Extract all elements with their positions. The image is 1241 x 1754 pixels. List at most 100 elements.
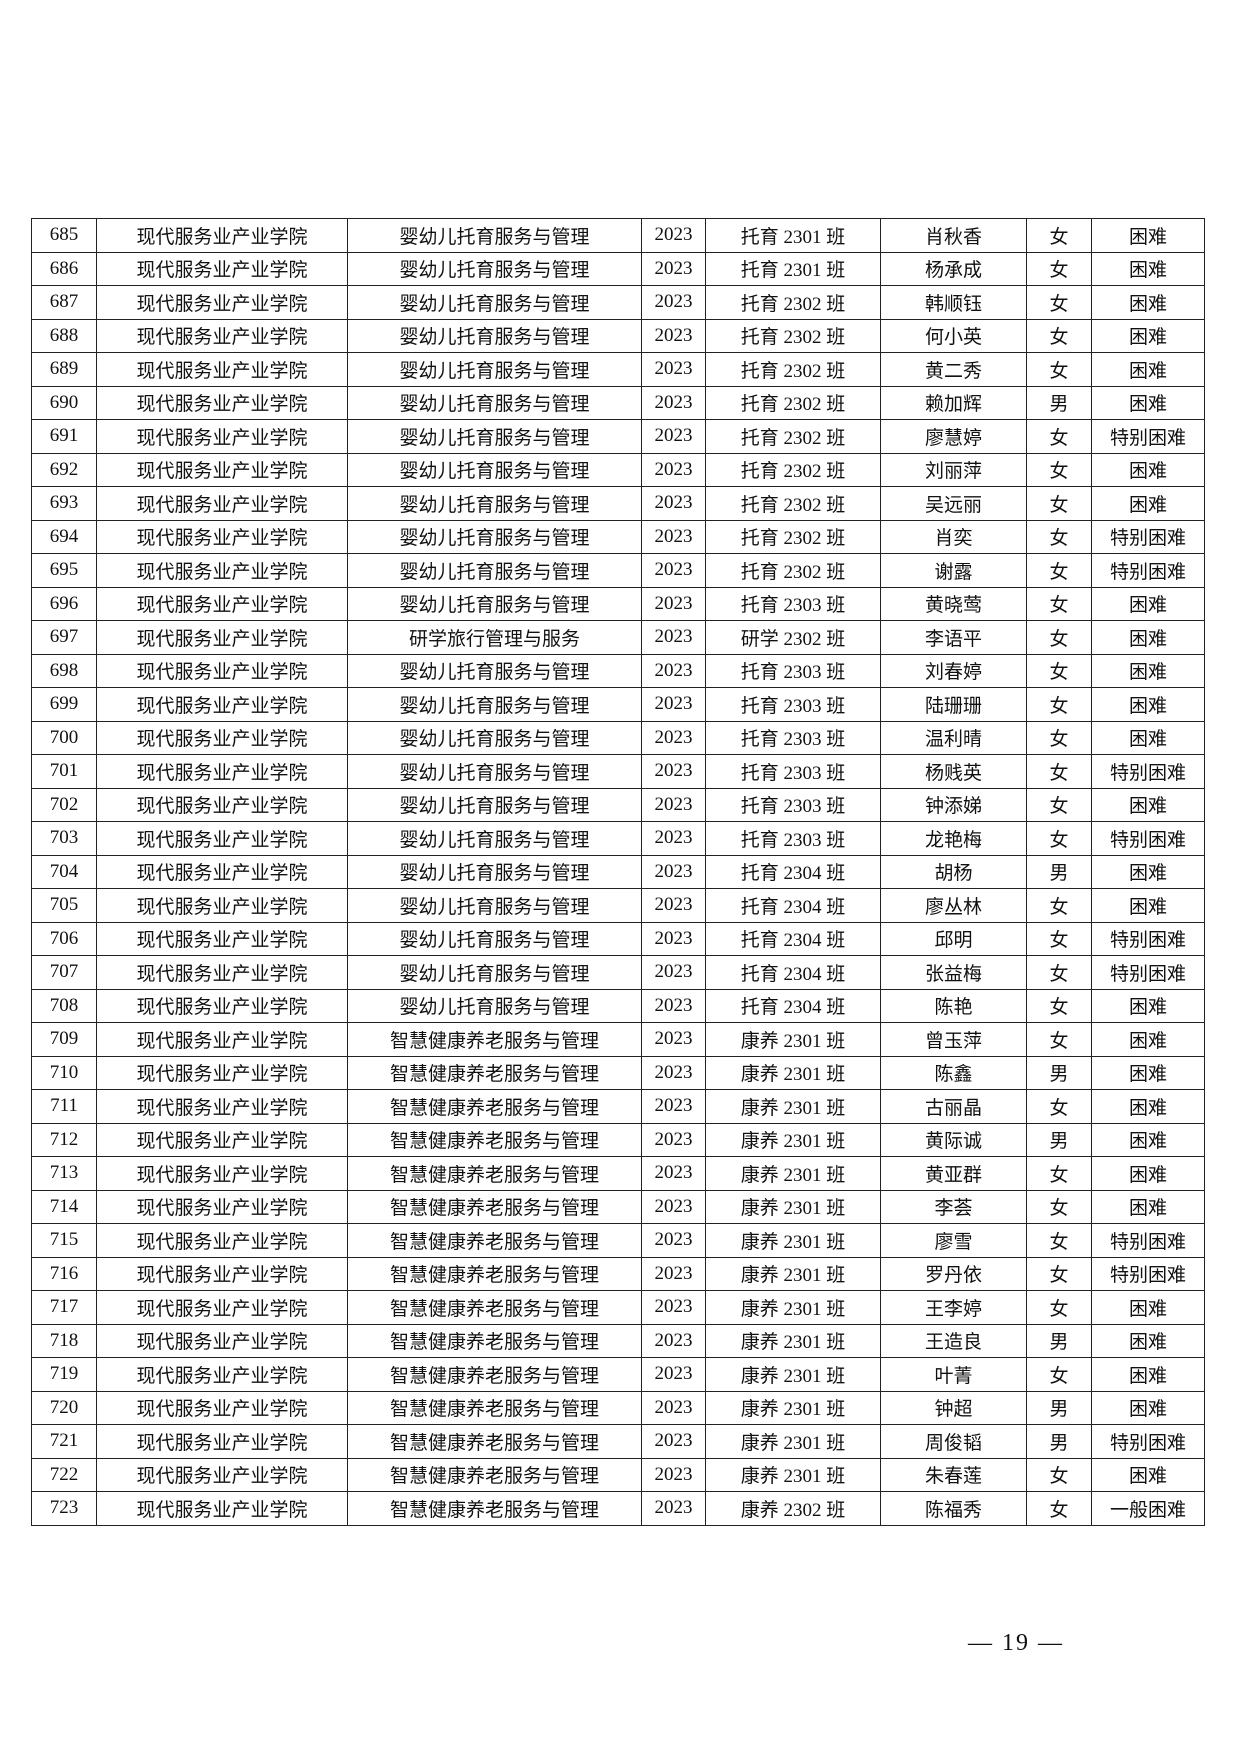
major-cell: 智慧健康养老服务与管理 bbox=[347, 1022, 642, 1057]
grade-cell: 2023 bbox=[641, 452, 706, 487]
grade-cell: 2023 bbox=[641, 1457, 706, 1492]
class-cell: 托育 2302 班 bbox=[705, 285, 881, 320]
college-cell: 现代服务业产业学院 bbox=[96, 754, 348, 789]
table-row: 715 现代服务业产业学院 智慧健康养老服务与管理 2023 康养 2301 班廖雪女特… bbox=[31, 1223, 1205, 1258]
gender-cell: 女 bbox=[1026, 1357, 1092, 1392]
difficulty-level-cell: 困难 bbox=[1091, 285, 1205, 320]
row-number-cell: 685 bbox=[31, 218, 97, 253]
difficulty-level-cell: 特别困难 bbox=[1091, 821, 1205, 856]
gender-cell: 女 bbox=[1026, 586, 1092, 621]
row-number-cell: 714 bbox=[31, 1189, 97, 1224]
gender-cell: 女 bbox=[1026, 1189, 1092, 1224]
difficulty-level-cell: 困难 bbox=[1091, 720, 1205, 755]
major-cell: 智慧健康养老服务与管理 bbox=[347, 1491, 642, 1526]
grade-cell: 2023 bbox=[641, 921, 706, 956]
difficulty-level-cell: 困难 bbox=[1091, 586, 1205, 621]
row-number-cell: 710 bbox=[31, 1055, 97, 1090]
student-name-cell: 王造良 bbox=[880, 1323, 1027, 1358]
student-table: 685 现代服务业产业学院 婴幼儿托育服务与管理 2023 托育 2301 班肖秋香女困… bbox=[31, 218, 1205, 1526]
grade-cell: 2023 bbox=[641, 486, 706, 521]
difficulty-level-cell: 困难 bbox=[1091, 620, 1205, 655]
class-cell: 康养 2301 班 bbox=[705, 1089, 881, 1124]
college-cell: 现代服务业产业学院 bbox=[96, 1223, 348, 1258]
table-row: 722 现代服务业产业学院 智慧健康养老服务与管理 2023 康养 2301 班朱春莲女… bbox=[31, 1457, 1205, 1492]
student-name-cell: 温利晴 bbox=[880, 720, 1027, 755]
major-cell: 智慧健康养老服务与管理 bbox=[347, 1424, 642, 1459]
student-name-cell: 叶菁 bbox=[880, 1357, 1027, 1392]
gender-cell: 女 bbox=[1026, 653, 1092, 688]
gender-cell: 男 bbox=[1026, 1323, 1092, 1358]
class-cell: 康养 2301 班 bbox=[705, 1290, 881, 1325]
row-number-cell: 691 bbox=[31, 419, 97, 454]
college-cell: 现代服务业产业学院 bbox=[96, 1457, 348, 1492]
row-number-cell: 702 bbox=[31, 787, 97, 822]
college-cell: 现代服务业产业学院 bbox=[96, 787, 348, 822]
table-row: 697 现代服务业产业学院 研学旅行管理与服务 2023 研学 2302 班李语平女困难 bbox=[31, 620, 1205, 655]
major-cell: 婴幼儿托育服务与管理 bbox=[347, 955, 642, 990]
gender-cell: 男 bbox=[1026, 1122, 1092, 1157]
difficulty-level-cell: 特别困难 bbox=[1091, 419, 1205, 454]
class-cell: 托育 2302 班 bbox=[705, 385, 881, 420]
table-row: 721 现代服务业产业学院 智慧健康养老服务与管理 2023 康养 2301 班周俊韬男… bbox=[31, 1424, 1205, 1459]
difficulty-level-cell: 困难 bbox=[1091, 1323, 1205, 1358]
difficulty-level-cell: 特别困难 bbox=[1091, 955, 1205, 990]
grade-cell: 2023 bbox=[641, 1189, 706, 1224]
row-number-cell: 705 bbox=[31, 888, 97, 923]
class-cell: 康养 2301 班 bbox=[705, 1122, 881, 1157]
gender-cell: 女 bbox=[1026, 1223, 1092, 1258]
major-cell: 婴幼儿托育服务与管理 bbox=[347, 821, 642, 856]
college-cell: 现代服务业产业学院 bbox=[96, 352, 348, 387]
class-cell: 康养 2301 班 bbox=[705, 1390, 881, 1425]
class-cell: 康养 2301 班 bbox=[705, 1223, 881, 1258]
gender-cell: 女 bbox=[1026, 955, 1092, 990]
row-number-cell: 720 bbox=[31, 1390, 97, 1425]
college-cell: 现代服务业产业学院 bbox=[96, 519, 348, 554]
table-row: 699 现代服务业产业学院 婴幼儿托育服务与管理 2023 托育 2303 班陆珊珊女困… bbox=[31, 687, 1205, 722]
student-name-cell: 廖丛林 bbox=[880, 888, 1027, 923]
major-cell: 婴幼儿托育服务与管理 bbox=[347, 921, 642, 956]
college-cell: 现代服务业产业学院 bbox=[96, 620, 348, 655]
gender-cell: 女 bbox=[1026, 352, 1092, 387]
grade-cell: 2023 bbox=[641, 318, 706, 353]
table-row: 704 现代服务业产业学院 婴幼儿托育服务与管理 2023 托育 2304 班胡杨男困难 bbox=[31, 854, 1205, 889]
grade-cell: 2023 bbox=[641, 419, 706, 454]
major-cell: 智慧健康养老服务与管理 bbox=[347, 1223, 642, 1258]
row-number-cell: 718 bbox=[31, 1323, 97, 1358]
college-cell: 现代服务业产业学院 bbox=[96, 1290, 348, 1325]
difficulty-level-cell: 困难 bbox=[1091, 653, 1205, 688]
major-cell: 婴幼儿托育服务与管理 bbox=[347, 385, 642, 420]
student-name-cell: 廖雪 bbox=[880, 1223, 1027, 1258]
class-cell: 托育 2304 班 bbox=[705, 988, 881, 1023]
grade-cell: 2023 bbox=[641, 821, 706, 856]
gender-cell: 男 bbox=[1026, 1390, 1092, 1425]
major-cell: 智慧健康养老服务与管理 bbox=[347, 1390, 642, 1425]
student-name-cell: 黄晓莺 bbox=[880, 586, 1027, 621]
college-cell: 现代服务业产业学院 bbox=[96, 1156, 348, 1191]
row-number-cell: 707 bbox=[31, 955, 97, 990]
difficulty-level-cell: 困难 bbox=[1091, 318, 1205, 353]
table-row: 690 现代服务业产业学院 婴幼儿托育服务与管理 2023 托育 2302 班赖加辉男困… bbox=[31, 385, 1205, 420]
grade-cell: 2023 bbox=[641, 285, 706, 320]
gender-cell: 女 bbox=[1026, 1022, 1092, 1057]
college-cell: 现代服务业产业学院 bbox=[96, 720, 348, 755]
table-row: 720 现代服务业产业学院 智慧健康养老服务与管理 2023 康养 2301 班钟超男困… bbox=[31, 1390, 1205, 1425]
row-number-cell: 722 bbox=[31, 1457, 97, 1492]
class-cell: 托育 2303 班 bbox=[705, 653, 881, 688]
grade-cell: 2023 bbox=[641, 385, 706, 420]
college-cell: 现代服务业产业学院 bbox=[96, 586, 348, 621]
major-cell: 婴幼儿托育服务与管理 bbox=[347, 787, 642, 822]
difficulty-level-cell: 特别困难 bbox=[1091, 553, 1205, 588]
grade-cell: 2023 bbox=[641, 1491, 706, 1526]
major-cell: 婴幼儿托育服务与管理 bbox=[347, 854, 642, 889]
row-number-cell: 716 bbox=[31, 1256, 97, 1291]
difficulty-level-cell: 困难 bbox=[1091, 452, 1205, 487]
student-name-cell: 李荟 bbox=[880, 1189, 1027, 1224]
gender-cell: 女 bbox=[1026, 419, 1092, 454]
college-cell: 现代服务业产业学院 bbox=[96, 385, 348, 420]
gender-cell: 女 bbox=[1026, 620, 1092, 655]
college-cell: 现代服务业产业学院 bbox=[96, 1357, 348, 1392]
row-number-cell: 719 bbox=[31, 1357, 97, 1392]
table-row: 687 现代服务业产业学院 婴幼儿托育服务与管理 2023 托育 2302 班韩顺钰女困… bbox=[31, 285, 1205, 320]
class-cell: 托育 2304 班 bbox=[705, 888, 881, 923]
table-row: 691 现代服务业产业学院 婴幼儿托育服务与管理 2023 托育 2302 班廖慧婷女特… bbox=[31, 419, 1205, 454]
